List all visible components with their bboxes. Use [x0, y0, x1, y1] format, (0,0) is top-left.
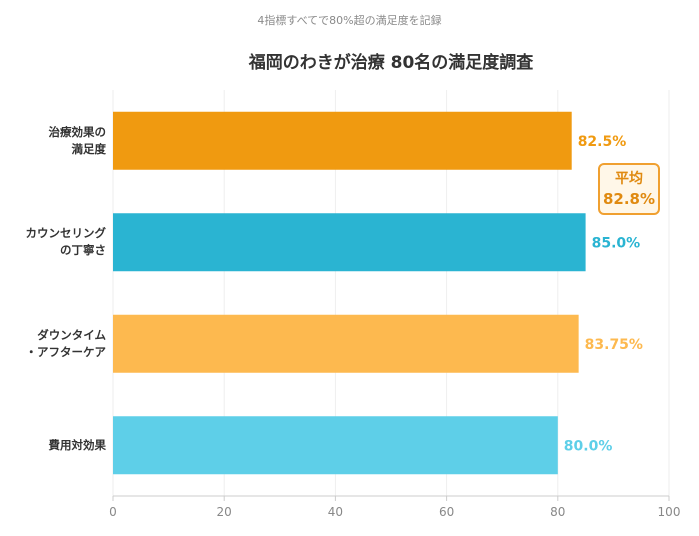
category-label-line: カウンセリング — [25, 226, 107, 241]
x-tick-label: 0 — [109, 505, 117, 519]
value-label: 80.0% — [564, 438, 613, 454]
category-label: 費用対効果 — [0, 437, 107, 454]
value-label: 82.5% — [578, 134, 627, 150]
category-label-line: 治療効果の — [48, 124, 107, 139]
average-annotation: 平均 82.8% — [598, 163, 660, 215]
category-label: 治療効果の満足度 — [0, 124, 107, 158]
bar — [113, 213, 586, 272]
category-label-line: の丁寧さ — [60, 243, 106, 258]
category-label-line: ・アフターケア — [25, 344, 107, 359]
bar — [113, 314, 579, 373]
value-label: 85.0% — [592, 235, 641, 251]
average-value: 82.8% — [602, 190, 656, 208]
chart-subtitle: 4指標すべてで80%超の満足度を記録 — [257, 14, 442, 27]
x-tick-label: 40 — [328, 505, 343, 519]
category-label-line: 満足度 — [71, 141, 107, 156]
category-label-line: 費用対効果 — [48, 437, 107, 452]
value-label: 83.75% — [585, 337, 643, 353]
chart-title: 福岡のわきが治療 80名の満足度調査 — [248, 53, 534, 73]
x-tick-label: 80 — [550, 505, 565, 519]
x-tick-label: 20 — [217, 505, 232, 519]
category-label-line: ダウンタイム — [37, 327, 106, 342]
bar — [113, 111, 572, 170]
average-title: 平均 — [615, 171, 643, 187]
category-label: ダウンタイム・アフターケア — [0, 327, 107, 361]
x-tick-label: 100 — [658, 505, 681, 519]
category-label: カウンセリングの丁寧さ — [0, 225, 107, 259]
bar — [113, 416, 558, 475]
x-tick-label: 60 — [439, 505, 454, 519]
